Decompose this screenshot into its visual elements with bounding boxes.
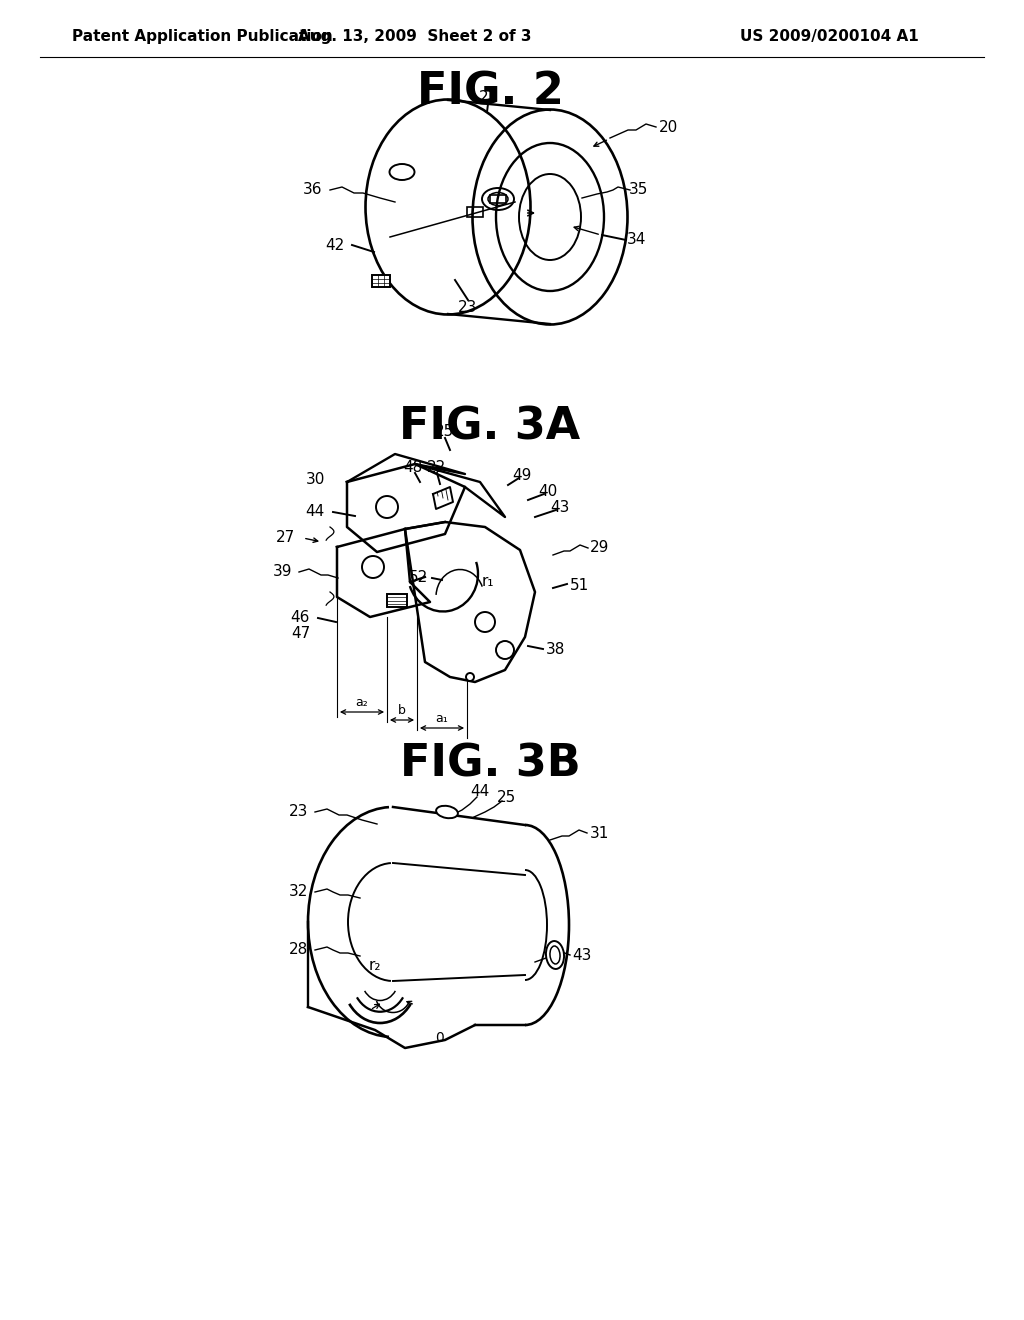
Text: 47: 47 [291,627,310,642]
Circle shape [376,496,398,517]
Text: 43: 43 [550,500,569,516]
Text: 32: 32 [289,884,308,899]
Text: 23: 23 [289,804,308,820]
Text: 36: 36 [302,182,322,198]
Text: 38: 38 [546,643,565,657]
Text: 44: 44 [470,784,489,800]
Text: FIG. 2: FIG. 2 [417,70,563,114]
Bar [467,207,483,216]
Text: 25: 25 [435,425,455,440]
Ellipse shape [546,941,564,969]
Text: 49: 49 [512,467,531,483]
Text: b: b [398,704,406,717]
Ellipse shape [550,946,560,964]
Text: 35: 35 [629,182,648,198]
Text: 52: 52 [409,570,428,586]
Text: a₁: a₁ [435,711,449,725]
Text: 23: 23 [459,301,477,315]
Text: 40: 40 [539,484,558,499]
Text: r₂: r₂ [369,957,381,973]
Text: US 2009/0200104 A1: US 2009/0200104 A1 [740,29,919,45]
Text: 51: 51 [570,578,589,593]
Text: 42: 42 [326,238,345,252]
Ellipse shape [436,805,458,818]
Text: 29: 29 [590,540,609,556]
Text: FIG. 3A: FIG. 3A [399,405,581,449]
Text: 0: 0 [435,1031,444,1045]
Text: 22: 22 [478,91,498,106]
Text: 46: 46 [291,610,310,626]
Bar [372,275,390,286]
Text: 31: 31 [590,825,609,841]
Text: Patent Application Publication: Patent Application Publication [72,29,333,45]
Bar [387,594,407,607]
Text: 48: 48 [403,461,423,475]
Text: 25: 25 [497,789,516,804]
Text: 20: 20 [658,120,678,135]
Text: 22: 22 [426,461,445,475]
Text: a₂: a₂ [355,696,369,709]
Text: 27: 27 [275,531,295,545]
Text: 43: 43 [572,948,592,962]
Text: 39: 39 [272,565,292,579]
Text: Aug. 13, 2009  Sheet 2 of 3: Aug. 13, 2009 Sheet 2 of 3 [298,29,531,45]
Circle shape [362,556,384,578]
Text: 44: 44 [306,504,325,520]
Circle shape [496,642,514,659]
Circle shape [475,612,495,632]
Text: FIG. 3B: FIG. 3B [399,742,581,785]
Bar [490,195,506,203]
Text: r₁: r₁ [482,574,495,590]
Text: 28: 28 [289,942,308,957]
Text: 34: 34 [627,232,646,248]
Circle shape [466,673,474,681]
Text: 30: 30 [306,473,326,487]
